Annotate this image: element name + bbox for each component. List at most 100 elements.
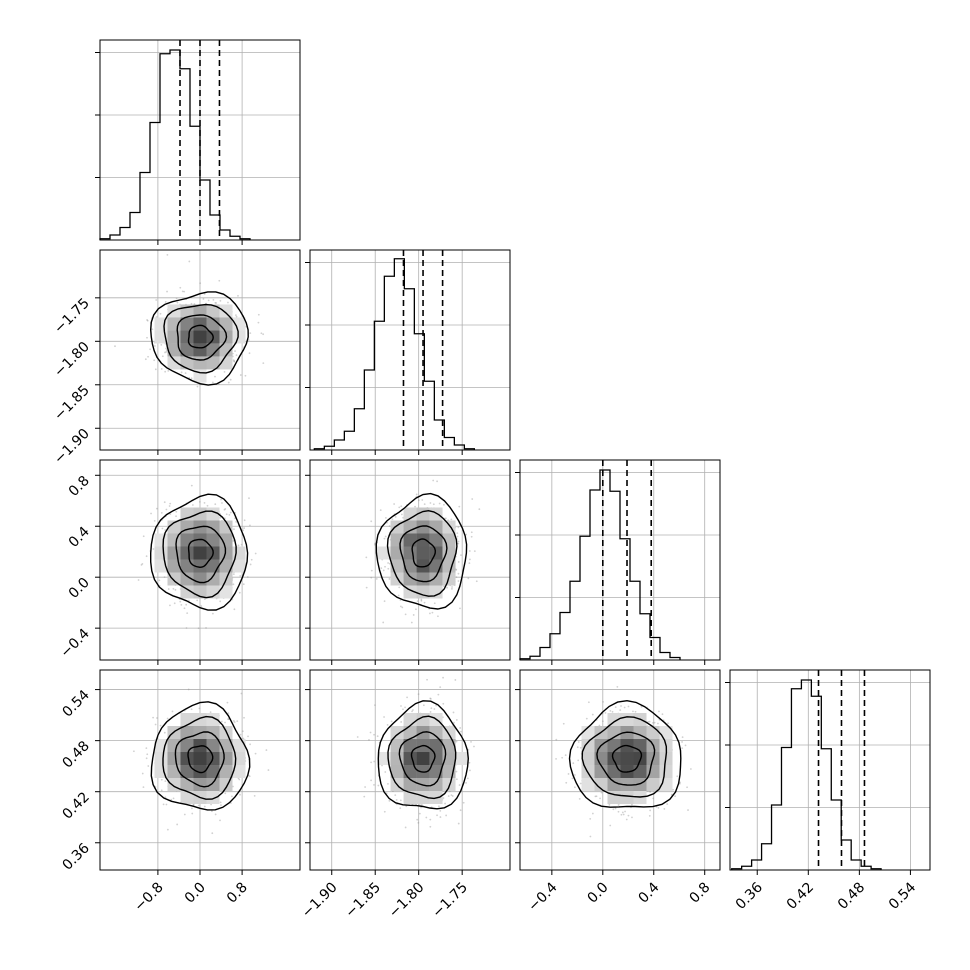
density-cell: [206, 791, 220, 805]
scatter-point: [388, 578, 391, 580]
scatter-point: [181, 290, 184, 293]
density-cell: [193, 572, 207, 586]
scatter-point: [165, 350, 168, 353]
scatter-point: [142, 786, 145, 789]
x-tick-label: −0.8: [131, 880, 166, 915]
density-cell: [403, 791, 417, 805]
scatter-point: [431, 611, 434, 614]
density-cell: [219, 343, 233, 357]
scatter-point: [175, 297, 178, 300]
scatter-point: [374, 704, 376, 707]
density-cell: [232, 765, 246, 779]
scatter-point: [153, 519, 156, 522]
density-cell: [154, 546, 168, 560]
scatter-point: [632, 710, 634, 713]
scatter-point: [219, 801, 222, 804]
scatter-point: [153, 345, 156, 347]
contour-line: [176, 314, 228, 361]
scatter-point: [455, 568, 458, 571]
histogram-panel-2: [515, 459, 721, 665]
scatter-point: [215, 302, 218, 304]
scatter-point: [397, 594, 400, 597]
density-cell: [403, 533, 417, 547]
scatter-point: [384, 535, 387, 538]
contour-line: [187, 538, 214, 569]
scatter-point: [155, 507, 158, 510]
density-cell: [455, 752, 469, 766]
scatter-point: [219, 299, 222, 302]
density-cell: [429, 546, 443, 560]
scatter-point: [429, 711, 432, 713]
x-tick-label: 0.8: [224, 880, 251, 907]
scatter-point: [608, 803, 611, 806]
scatter-point: [460, 730, 462, 733]
x-tick-label: −0.4: [525, 879, 560, 914]
density-cell: [206, 778, 220, 792]
scatter-point: [260, 332, 263, 335]
scatter-point: [227, 381, 230, 384]
scatter-point: [429, 502, 432, 504]
scatter-point: [203, 598, 206, 600]
scatter-point: [166, 254, 169, 256]
scatter-point: [383, 537, 386, 540]
scatter-point: [457, 540, 460, 543]
histogram-step: [99, 49, 251, 240]
x-tick-label: −1.85: [342, 880, 384, 922]
pair-panel-3-2: [515, 669, 721, 875]
density-cell: [416, 520, 430, 534]
density-cell: [167, 739, 181, 753]
scatter-point: [458, 505, 461, 508]
scatter-point: [640, 705, 643, 708]
scatter-point: [619, 709, 622, 711]
y-tick-label: 0.54: [59, 687, 92, 720]
scatter-point: [439, 810, 442, 812]
scatter-point: [432, 479, 435, 482]
density-cell: [180, 533, 194, 547]
y-tick-label: 0.8: [66, 473, 93, 500]
scatter-point: [684, 744, 687, 747]
scatter-point: [247, 339, 250, 341]
scatter-point: [468, 558, 471, 561]
scatter-point: [164, 351, 166, 354]
density-cell: [206, 356, 220, 370]
density-cell: [167, 546, 181, 560]
density-cell: [429, 520, 443, 534]
scatter-point: [649, 790, 652, 793]
scatter-point: [242, 529, 245, 532]
scatter-point: [233, 608, 236, 611]
scatter-point: [370, 520, 373, 523]
density-cell: [193, 356, 207, 370]
scatter-point: [141, 562, 144, 565]
scatter-point: [609, 709, 612, 712]
scatter-point: [571, 777, 574, 780]
scatter-point: [442, 676, 444, 679]
x-tick-label: −1.75: [429, 880, 471, 922]
scatter-point: [171, 710, 174, 713]
scatter-point: [404, 826, 407, 829]
scatter-point: [454, 679, 457, 681]
scatter-point: [561, 756, 564, 759]
x-tick-label: 0.48: [835, 880, 868, 913]
scatter-point: [147, 765, 150, 767]
pair-content: [100, 460, 300, 660]
scatter-point: [154, 723, 157, 726]
scatter-point: [470, 531, 473, 534]
scatter-point: [183, 607, 186, 610]
density-cell: [416, 533, 430, 547]
scatter-point: [186, 612, 189, 615]
x-tick-label: 0.36: [733, 879, 766, 912]
scatter-point: [412, 709, 414, 711]
scatter-point: [658, 710, 660, 713]
scatter-point: [623, 706, 626, 709]
scatter-point: [220, 498, 222, 501]
density-cell: [180, 330, 194, 344]
scatter-point: [418, 812, 421, 815]
scatter-point: [370, 761, 372, 764]
scatter-point: [219, 600, 222, 603]
density-cell: [429, 739, 443, 753]
scatter-point: [384, 771, 387, 773]
x-tick-label: 0.0: [585, 880, 612, 907]
scatter-point: [417, 821, 420, 824]
scatter-point: [163, 731, 166, 734]
scatter-point: [223, 508, 226, 511]
